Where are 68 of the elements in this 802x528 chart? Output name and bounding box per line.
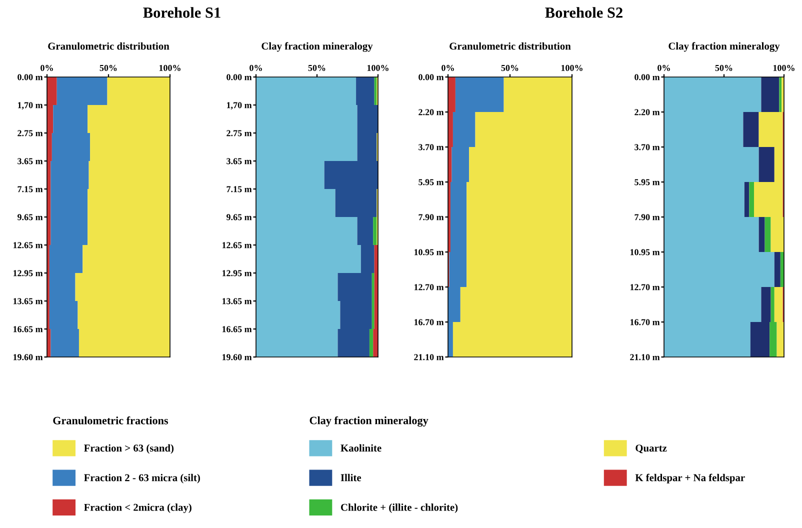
y-tick-label: 7.90 m bbox=[418, 214, 444, 220]
x-tick-label: 100% bbox=[561, 64, 582, 72]
y-tick-label: 12.70 m bbox=[630, 284, 660, 290]
y-tick-label: 7.15 m bbox=[18, 186, 43, 192]
y-tick-label: 2.20 m bbox=[418, 109, 444, 116]
chart-subtitle: Clay fraction mineralogy bbox=[262, 42, 373, 52]
y-tick-label: 19.60 m bbox=[222, 354, 252, 360]
y-tick-label: 13.65 m bbox=[222, 298, 252, 304]
y-tick-label: 12.70 m bbox=[414, 284, 444, 290]
x-tick-label: 100% bbox=[159, 64, 180, 72]
y-tick-label: 16.70 m bbox=[630, 319, 660, 326]
x-tick-label: 50% bbox=[308, 64, 326, 72]
y-tick-label: 9.65 m bbox=[226, 214, 252, 220]
legend-label: K feldspar + Na feldspar bbox=[635, 474, 745, 484]
legend-label: Fraction 2 - 63 micra (silt) bbox=[84, 474, 200, 484]
y-tick-label: 3.70 m bbox=[634, 144, 660, 150]
chart-subtitle: Granulometric distribution bbox=[450, 42, 571, 50]
y-tick-label: 12.95 m bbox=[222, 270, 252, 276]
x-tick-label: 50% bbox=[100, 64, 117, 72]
y-tick-label: 3.65 m bbox=[226, 158, 252, 164]
y-tick-label: 12.95 m bbox=[13, 270, 43, 276]
legend-title: Clay fraction mineralogy bbox=[310, 416, 428, 427]
chart-title: Borehole S2 bbox=[545, 7, 622, 18]
legend-label: Fraction < 2micra (clay) bbox=[84, 504, 192, 514]
y-tick-label: 16.65 m bbox=[222, 326, 252, 332]
y-tick-label: 16.70 m bbox=[414, 319, 444, 326]
x-tick-label: 0% bbox=[442, 64, 454, 72]
y-tick-label: 3.70 m bbox=[418, 144, 444, 150]
y-tick-label: 2.20 m bbox=[634, 109, 660, 116]
y-tick-label: 12.65 m bbox=[13, 242, 43, 248]
legend-label: Illite bbox=[340, 474, 362, 482]
y-tick-label: 21.10 m bbox=[630, 354, 660, 360]
y-tick-label: 13.65 m bbox=[13, 298, 43, 304]
y-tick-label: 1,70 m bbox=[226, 102, 252, 110]
y-tick-label: 3.65 m bbox=[18, 158, 43, 164]
y-tick-label: 1,70 m bbox=[18, 102, 43, 110]
x-tick-label: 100% bbox=[773, 64, 794, 72]
x-tick-label: 50% bbox=[501, 64, 518, 72]
y-tick-label: 16.65 m bbox=[13, 326, 43, 332]
y-tick-label: 0.00 m bbox=[226, 74, 252, 80]
y-tick-label: 10.95 m bbox=[414, 249, 444, 256]
y-tick-label: 0.00 m bbox=[418, 74, 444, 80]
y-tick-label: 5.95 m bbox=[418, 179, 444, 186]
y-tick-label: 7.15 m bbox=[226, 186, 252, 192]
x-tick-label: 0% bbox=[658, 64, 670, 72]
legend-label: Fraction > 63 (sand) bbox=[84, 444, 174, 454]
x-tick-label: 0% bbox=[250, 64, 262, 72]
y-tick-label: 2.75 m bbox=[226, 130, 252, 136]
legend-label: Quartz bbox=[636, 444, 667, 454]
y-tick-label: 12.65 m bbox=[222, 242, 252, 248]
chart-subtitle: Granulometric distribution bbox=[48, 42, 170, 50]
legend-label: Kaolinite bbox=[340, 444, 382, 452]
y-tick-label: 7.90 m bbox=[634, 214, 660, 220]
x-tick-label: 0% bbox=[40, 64, 53, 72]
legend-label: Chlorite + (illite - chlorite) bbox=[341, 504, 458, 513]
y-tick-label: 21.10 m bbox=[414, 354, 444, 360]
y-tick-label: 0.00 m bbox=[634, 74, 660, 80]
x-tick-label: 100% bbox=[367, 64, 388, 72]
y-tick-label: 0.00 m bbox=[18, 74, 43, 80]
chart-subtitle: Clay fraction mineralogy bbox=[668, 42, 780, 52]
y-tick-label: 2.75 m bbox=[18, 130, 43, 136]
y-tick-label: 10.95 m bbox=[630, 249, 660, 256]
y-tick-label: 19.60 m bbox=[13, 354, 43, 360]
y-tick-label: 5.95 m bbox=[634, 179, 660, 186]
chart-title: Borehole S1 bbox=[143, 7, 220, 18]
legend-title: Granulometric fractions bbox=[53, 416, 168, 424]
y-tick-label: 9.65 m bbox=[18, 214, 43, 220]
x-tick-label: 50% bbox=[715, 64, 732, 72]
